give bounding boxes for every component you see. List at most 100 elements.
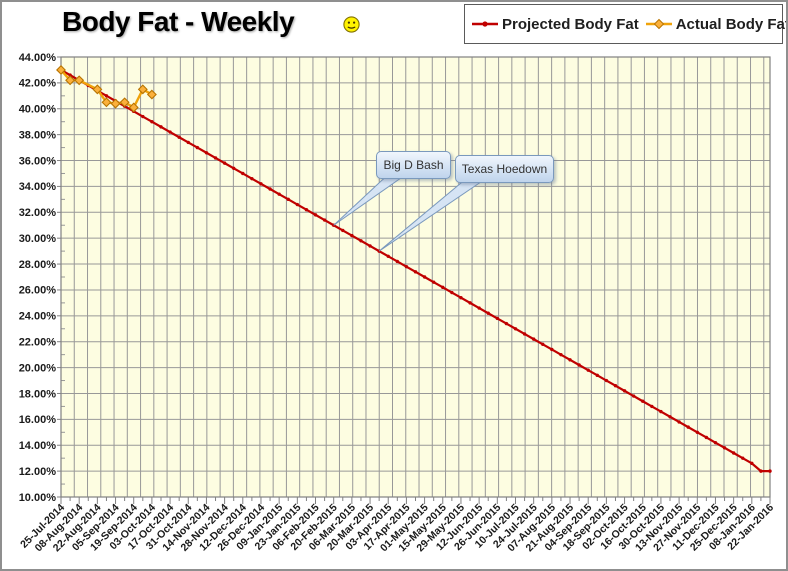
- projected-point: [722, 446, 727, 450]
- projected-point: [450, 290, 454, 295]
- y-axis-label: 42.00%: [19, 78, 57, 90]
- projected-point: [759, 469, 763, 473]
- projected-point: [650, 404, 654, 409]
- legend-item-projected: Projected Body Fat: [471, 16, 639, 33]
- y-axis-label: 22.00%: [19, 337, 57, 349]
- projected-point: [222, 161, 227, 165]
- projected-point: [104, 94, 109, 98]
- projected-point: [177, 135, 181, 139]
- projected-point: [486, 311, 490, 315]
- projected-point: [668, 415, 672, 419]
- actual-point: [92, 84, 103, 95]
- chart-title: Body Fat - Weekly: [62, 6, 295, 37]
- projected-point: [350, 233, 354, 238]
- projected-point: [468, 301, 472, 305]
- actual-series-marker-icon: [645, 18, 672, 30]
- projected-point: [232, 166, 236, 170]
- projected-point: [441, 285, 445, 290]
- actual-point: [74, 75, 85, 86]
- legend-item-actual: Actual Body Fat: [645, 16, 788, 33]
- actual-point: [110, 98, 121, 109]
- legend: Projected Body Fat Actual Body Fat: [464, 4, 788, 44]
- projected-point: [495, 316, 500, 321]
- plot-border: [60, 56, 771, 498]
- projected-point: [686, 425, 690, 429]
- callout-label: Texas Hoedown: [461, 162, 548, 176]
- projected-point: [286, 197, 290, 202]
- smiley-icon: [343, 16, 360, 33]
- projected-point: [68, 73, 72, 77]
- projected-point: [586, 368, 590, 372]
- y-axis-label: 10.00%: [19, 492, 57, 504]
- projected-point: [541, 342, 545, 346]
- callout-big-d-bash: Big D Bash: [376, 151, 451, 179]
- projected-point: [604, 378, 609, 383]
- projected-point: [168, 130, 172, 134]
- callout-label: Big D Bash: [383, 158, 444, 172]
- y-axis-label: 44.00%: [19, 52, 57, 64]
- y-axis-label: 30.00%: [19, 233, 57, 245]
- y-axis-label: 26.00%: [19, 285, 57, 297]
- actual-point: [137, 84, 148, 95]
- projected-point: [631, 394, 636, 398]
- projected-point: [704, 435, 709, 440]
- actual-point: [56, 64, 66, 75]
- legend-label: Projected Body Fat: [502, 15, 639, 33]
- y-axis-label: 32.00%: [19, 207, 57, 219]
- projected-point: [141, 114, 145, 119]
- projected-point: [195, 145, 200, 150]
- actual-point: [146, 89, 157, 100]
- projected-point: [477, 306, 481, 310]
- projected-point: [459, 296, 463, 300]
- projected-point: [386, 254, 390, 258]
- y-axis-label: 38.00%: [19, 129, 57, 141]
- projected-point: [186, 140, 190, 145]
- legend-label: Actual Body Fat: [675, 15, 788, 33]
- projected-point: [341, 228, 345, 233]
- y-axis-label: 28.00%: [19, 259, 57, 271]
- y-axis-label: 18.00%: [19, 388, 57, 400]
- projected-point: [750, 461, 754, 466]
- projected-point: [368, 244, 372, 248]
- actual-point: [128, 102, 139, 113]
- projected-point: [568, 358, 572, 362]
- projected-point: [695, 430, 699, 434]
- projected-point: [522, 332, 527, 336]
- projected-point: [322, 218, 327, 222]
- y-axis-label: 40.00%: [19, 104, 57, 116]
- actual-point: [101, 97, 112, 108]
- projected-point: [577, 363, 581, 367]
- projected-point: [677, 420, 681, 424]
- projected-point: [550, 347, 554, 352]
- projected-point: [613, 384, 618, 388]
- projected-point: [713, 440, 718, 445]
- projected-point: [404, 264, 409, 269]
- projected-point: [304, 208, 309, 212]
- y-axis-label: 24.00%: [19, 311, 57, 323]
- projected-point: [595, 373, 599, 378]
- projected-point: [150, 120, 154, 124]
- projected-point: [395, 259, 400, 264]
- y-axis-label: 36.00%: [19, 155, 57, 167]
- projected-point: [313, 213, 318, 217]
- projected-point: [204, 151, 209, 155]
- projected-point: [250, 176, 254, 181]
- projected-point: [559, 352, 563, 357]
- projected-point: [531, 337, 536, 341]
- y-axis-label: 16.00%: [19, 414, 57, 426]
- projected-point: [241, 171, 245, 176]
- projected-point: [513, 327, 518, 331]
- projected-point: [768, 469, 772, 473]
- projected-point: [159, 125, 163, 129]
- actual-point: [65, 75, 76, 86]
- y-axis-label: 34.00%: [19, 181, 57, 193]
- projected-point: [622, 389, 627, 393]
- y-axis-label: 20.00%: [19, 362, 57, 374]
- projected-point: [259, 182, 263, 186]
- projected-point: [741, 456, 745, 460]
- y-axis-label: 14.00%: [19, 440, 57, 452]
- projected-series-marker-icon: [472, 21, 498, 27]
- y-axis-label: 12.00%: [19, 466, 57, 478]
- plot-area: [61, 57, 770, 497]
